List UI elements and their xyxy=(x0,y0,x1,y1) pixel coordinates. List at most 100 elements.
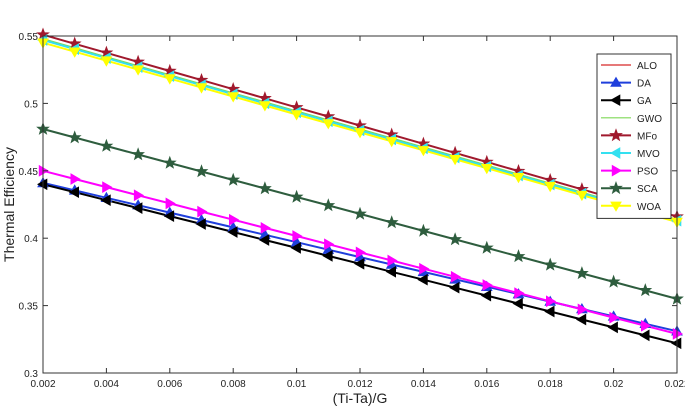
x-tick-label: 0.01 xyxy=(287,379,307,390)
data-point-sca xyxy=(543,257,558,271)
legend-label-woa: WOA xyxy=(637,202,661,213)
y-tick-label: 0.4 xyxy=(24,234,38,245)
data-point-ga xyxy=(227,226,238,238)
data-point-woa xyxy=(385,137,398,148)
legend-marker-woa xyxy=(610,201,622,212)
x-tick-label: 0.016 xyxy=(474,379,499,390)
data-point-sca xyxy=(99,138,114,152)
data-point-woa xyxy=(100,56,113,67)
data-point-pso xyxy=(70,173,81,185)
data-point-pso xyxy=(514,287,525,299)
x-tick-label: 0.008 xyxy=(221,379,246,390)
x-axis-label: (Ti-Ta)/G xyxy=(333,390,388,406)
data-point-woa xyxy=(512,173,525,184)
y-tick-label: 0.55 xyxy=(19,32,39,43)
data-point-ga xyxy=(100,194,111,207)
x-tick-label: 0.004 xyxy=(94,379,119,390)
legend: ALO DA GA GWO MFo MVO PSO SCA WOA xyxy=(596,53,672,219)
data-point-sca xyxy=(479,240,494,254)
legend-label-mfo: MFo xyxy=(637,131,657,142)
data-point-sca xyxy=(289,189,304,203)
data-point-pso xyxy=(609,311,620,324)
data-point-pso xyxy=(165,197,176,210)
y-axis: 0.3 0.35 0.4 0.45 0.5 0.55 xyxy=(19,32,677,380)
legend-label-sca: SCA xyxy=(637,184,658,195)
data-point-ga xyxy=(385,265,396,278)
data-point-pso xyxy=(324,238,335,251)
y-axis-label: Thermal Efficiency xyxy=(1,147,17,262)
data-point-woa xyxy=(290,110,303,121)
data-point-pso xyxy=(229,213,240,226)
data-point-pso xyxy=(387,254,398,267)
data-point-sca xyxy=(131,147,145,161)
data-point-sca xyxy=(638,283,653,297)
data-point-sca xyxy=(258,181,272,195)
x-tick-label: 0.012 xyxy=(347,379,372,390)
data-point-pso xyxy=(197,205,208,218)
data-point-woa xyxy=(417,146,430,157)
legend-label-pso: PSO xyxy=(637,167,658,178)
x-tick-label: 0.018 xyxy=(538,379,563,390)
data-point-pso xyxy=(102,181,113,193)
y-tick-label: 0.35 xyxy=(19,302,39,313)
data-point-ga xyxy=(607,321,618,334)
data-point-pso xyxy=(355,246,367,259)
series-markers xyxy=(36,27,684,350)
data-point-sca xyxy=(67,130,82,144)
data-point-sca xyxy=(321,198,336,212)
data-point-pso xyxy=(482,279,493,291)
legend-label-da: DA xyxy=(637,79,651,90)
data-point-ga xyxy=(163,210,175,222)
data-point-pso xyxy=(292,230,303,242)
data-point-sca xyxy=(575,266,589,280)
data-point-pso xyxy=(260,222,271,234)
data-point-woa xyxy=(227,92,240,103)
data-point-sca xyxy=(416,223,431,237)
data-point-woa xyxy=(354,128,366,139)
data-point-ga xyxy=(290,242,301,254)
data-point-ga xyxy=(132,202,143,214)
data-point-pso xyxy=(450,270,462,283)
data-point-ga xyxy=(639,329,650,342)
data-point-ga xyxy=(449,281,460,294)
data-point-woa xyxy=(322,119,335,130)
data-point-ga xyxy=(417,273,428,286)
data-point-sca xyxy=(226,172,241,186)
x-tick-label: 0.006 xyxy=(157,379,182,390)
data-point-ga xyxy=(575,313,587,326)
data-point-pso xyxy=(672,328,684,340)
legend-marker-mfo xyxy=(609,128,623,142)
x-axis: 0.002 0.004 0.006 0.008 0.01 0.012 0.014 0.016 0… xyxy=(30,36,685,390)
x-tick-label: 0.014 xyxy=(411,379,436,390)
data-point-ga xyxy=(670,337,682,350)
data-point-pso xyxy=(419,262,430,275)
data-point-woa xyxy=(449,155,461,166)
legend-label-mvo: MVO xyxy=(637,149,660,160)
legend-marker-pso xyxy=(611,164,623,177)
data-point-pso xyxy=(577,303,588,316)
y-tick-label: 0.45 xyxy=(19,167,39,178)
data-point-pso xyxy=(546,295,557,308)
data-point-ga xyxy=(322,250,333,262)
data-point-ga xyxy=(258,234,270,246)
data-point-woa xyxy=(259,101,271,112)
y-tick-label: 0.5 xyxy=(24,99,38,110)
data-point-pso xyxy=(641,319,652,332)
legend-marker-ga xyxy=(609,94,621,107)
data-point-sca xyxy=(353,206,367,220)
legend-marker-mvo xyxy=(609,147,621,159)
x-tick-label: 0.02 xyxy=(604,379,624,390)
data-point-pso xyxy=(133,189,145,202)
x-tick-label: 0.022 xyxy=(664,379,685,390)
data-point-ga xyxy=(195,218,206,230)
legend-marker-da xyxy=(610,76,622,87)
data-point-woa xyxy=(480,164,493,175)
legend-label-alo: ALO xyxy=(637,61,657,72)
legend-label-gwo: GWO xyxy=(637,114,662,125)
data-point-sca xyxy=(384,215,399,229)
y-tick-label: 0.3 xyxy=(24,369,38,380)
x-tick-label: 0.002 xyxy=(30,379,55,390)
data-point-ga xyxy=(36,178,48,191)
data-point-ga xyxy=(480,289,492,302)
